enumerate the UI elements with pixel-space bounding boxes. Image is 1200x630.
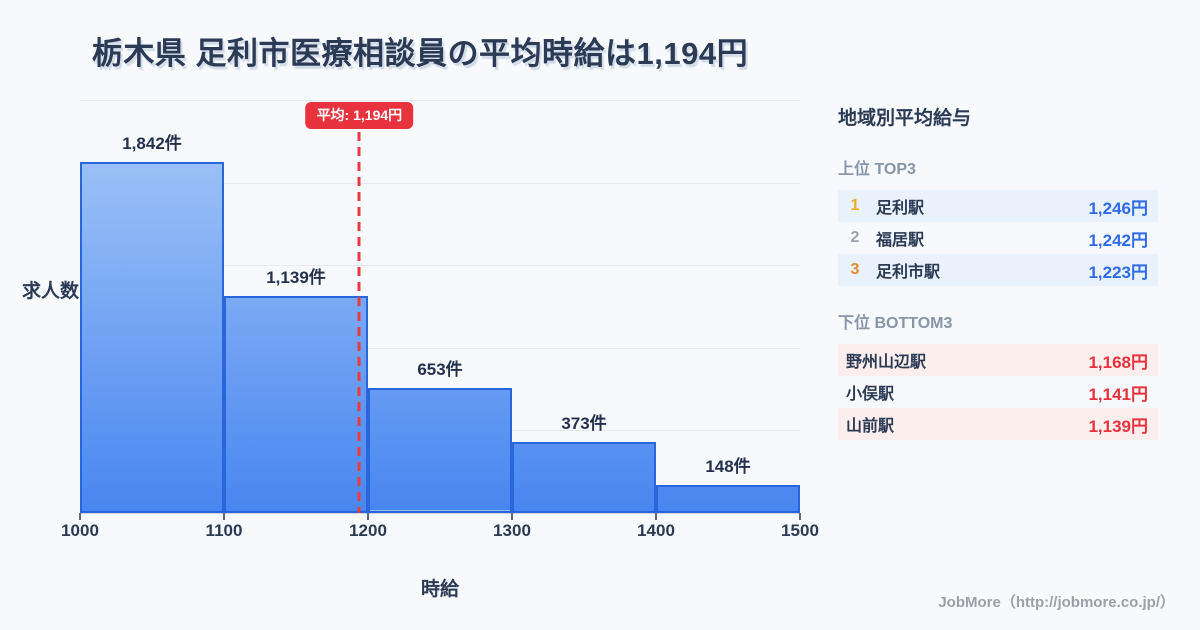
x-axis-tick <box>655 513 657 520</box>
bar-value-label: 1,842件 <box>122 133 182 153</box>
station-wage-value: 1,139円 <box>1088 416 1148 436</box>
x-axis-title: 時給 <box>420 579 459 600</box>
sidebar-title: 地域別平均給与 <box>838 108 972 129</box>
station-wage-value: 1,242円 <box>1088 230 1148 250</box>
x-axis-tick <box>511 513 513 520</box>
station-rank-row: 3 足利市駅 1,223円 <box>838 254 1158 286</box>
histogram-plot-area: 1,842件 1,139件 653件 373件 148件 1000 1100 1200 130… <box>61 100 819 540</box>
station-name: 足利駅 <box>876 200 925 217</box>
histogram-bar <box>224 295 368 513</box>
rank-number: 2 <box>850 229 860 246</box>
bottom3-heading: 下位 BOTTOM3 <box>838 315 953 332</box>
station-rank-row: 小俣駅 1,141円 <box>838 376 1158 408</box>
station-wage-value: 1,168円 <box>1088 352 1148 372</box>
station-rank-row: 野州山辺駅 1,168円 <box>838 344 1158 376</box>
rank-number: 3 <box>850 261 860 278</box>
station-rank-row: 山前駅 1,139円 <box>838 408 1158 440</box>
station-name: 福居駅 <box>876 232 925 249</box>
bar-value-label: 653件 <box>417 360 463 380</box>
x-axis-tick-label: 1200 <box>349 521 387 540</box>
top3-table: 1 足利駅 1,246円 2 福居駅 1,242円 3 足利市駅 1,223円 <box>838 190 1158 286</box>
station-rank-row: 2 福居駅 1,242円 <box>838 222 1158 254</box>
station-wage-value: 1,246円 <box>1088 198 1148 218</box>
x-axis-tick-label: 1500 <box>781 521 819 540</box>
station-wage-value: 1,223円 <box>1088 262 1148 282</box>
bar-value-label: 373件 <box>561 413 607 433</box>
gridline <box>80 100 800 101</box>
station-name: 野州山辺駅 <box>846 354 927 371</box>
bar-value-label: 148件 <box>705 456 751 476</box>
page-title: 栃木県 足利市医療相談員の平均時給は1,194円 <box>91 36 749 71</box>
station-name: 小俣駅 <box>846 386 895 403</box>
site-credit: JobMore（http://jobmore.co.jp/） <box>938 594 1175 611</box>
x-axis-tick-label: 1300 <box>493 521 531 540</box>
bottom3-table: 野州山辺駅 1,168円小俣駅 1,141円山前駅 1,139円 <box>838 344 1158 440</box>
x-axis-tick <box>79 513 81 520</box>
average-badge: 平均: 1,194円 <box>305 102 414 129</box>
x-axis-tick-label: 1000 <box>61 521 99 540</box>
gridline <box>80 347 800 349</box>
y-axis-title: 求人数 <box>22 281 80 302</box>
station-wage-value: 1,141円 <box>1088 384 1148 404</box>
station-name: 足利市駅 <box>876 264 941 281</box>
x-axis-tick <box>367 513 369 520</box>
gridline <box>80 182 800 184</box>
histogram-bar <box>512 441 656 513</box>
bar-value-label: 1,139件 <box>266 267 326 287</box>
x-axis-tick-label: 1100 <box>205 521 243 540</box>
rank-number: 1 <box>850 197 860 214</box>
histogram-bar <box>368 388 512 513</box>
region-salary-sidebar: 地域別平均給与 上位 TOP3 1 足利駅 1,246円 2 福居駅 1,242円 3 足利市… <box>838 103 1160 440</box>
x-axis-tick-label: 1400 <box>637 521 675 540</box>
station-rank-row: 1 足利駅 1,246円 <box>838 190 1158 222</box>
x-axis-tick <box>799 513 801 520</box>
histogram-bar <box>80 161 224 513</box>
histogram-bar <box>656 484 800 513</box>
station-name: 山前駅 <box>846 418 895 435</box>
gridline <box>80 265 800 267</box>
top3-heading: 上位 TOP3 <box>838 161 916 178</box>
x-axis-line <box>80 513 800 514</box>
average-marker-line <box>357 132 361 513</box>
x-axis-tick <box>223 513 225 520</box>
